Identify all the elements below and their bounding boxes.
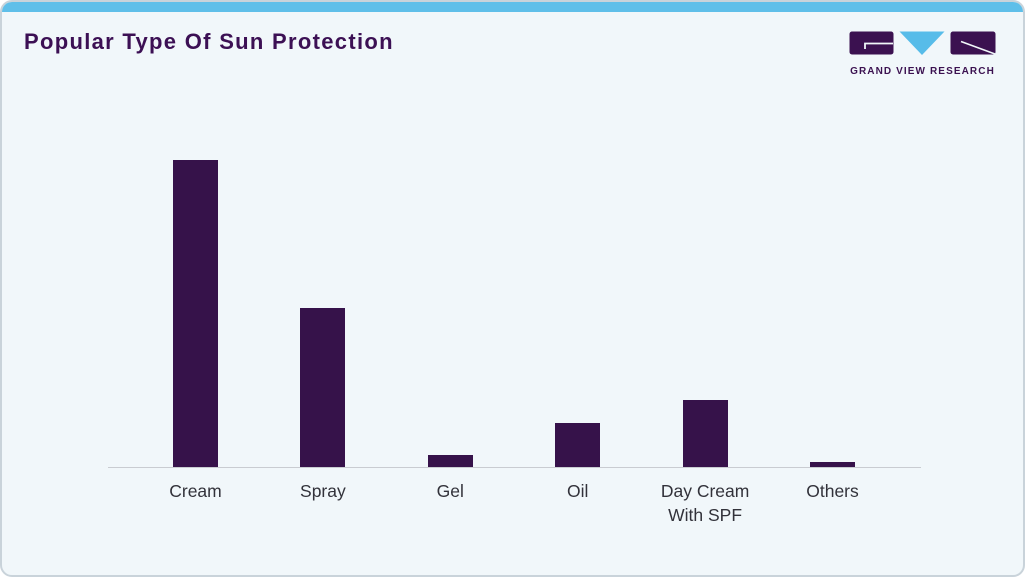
x-axis-label-oil: Oil bbox=[566, 481, 589, 501]
top-accent-bar bbox=[2, 2, 1023, 12]
bar-spray bbox=[300, 307, 346, 467]
gvr-logo-icon bbox=[849, 31, 996, 55]
bar-others bbox=[810, 461, 855, 467]
x-axis-label-spray: Spray bbox=[300, 481, 346, 501]
bar-day-cream-with-spf bbox=[682, 399, 728, 467]
x-axis-label-gel: Gel bbox=[436, 481, 464, 501]
x-axis-label-others: Others bbox=[806, 481, 859, 501]
page-title: Popular Type Of Sun Protection bbox=[24, 29, 394, 54]
gvr-logo: GRAND VIEW RESEARCH bbox=[849, 31, 996, 77]
bar-chart-plot-area: Cream Spray Gel Oil Day Cream With SPF Others bbox=[108, 142, 921, 525]
bar-cream bbox=[173, 160, 218, 467]
bar-oil bbox=[555, 423, 601, 467]
gvr-logo-text: GRAND VIEW RESEARCH bbox=[850, 66, 995, 77]
bar-gel bbox=[427, 455, 473, 467]
x-axis-label-day-cream-with-spf: Day Cream With SPF bbox=[660, 481, 750, 525]
x-axis-label-cream: Cream bbox=[169, 481, 222, 501]
